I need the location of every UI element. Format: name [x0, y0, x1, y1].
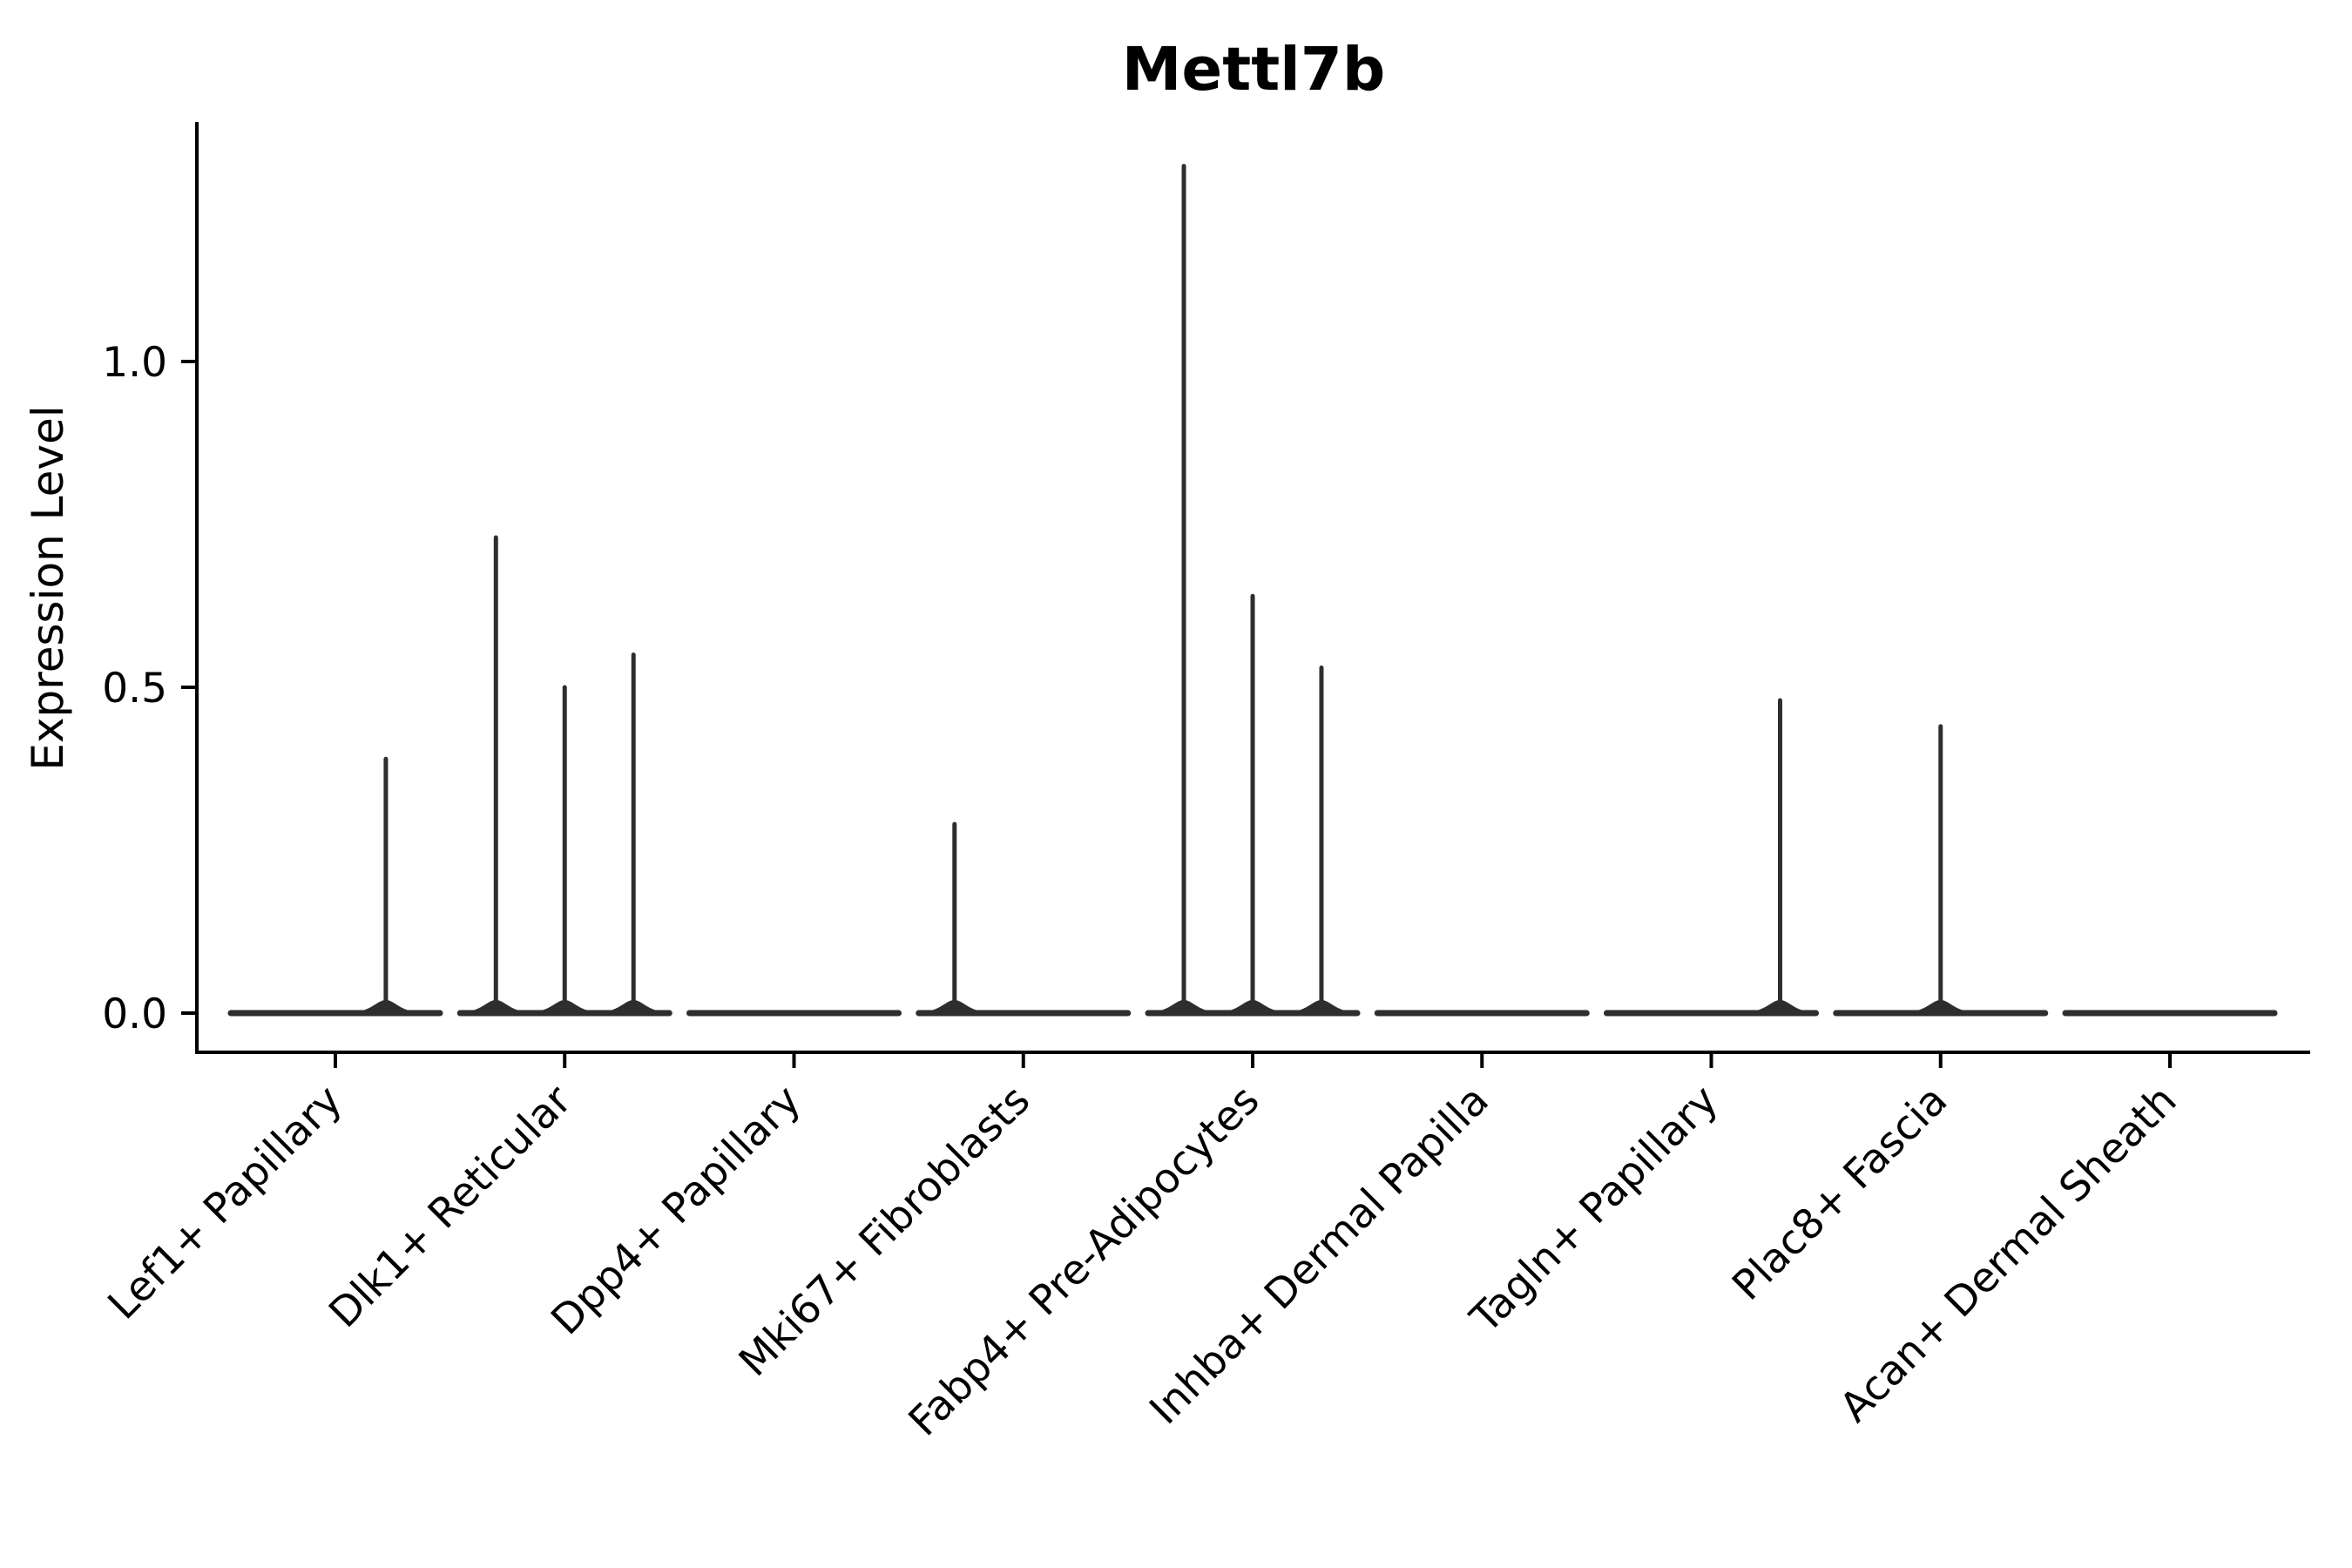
x-tick-label: Tagln+ Papillary — [1461, 1077, 1727, 1343]
x-tick-label: Dpp4+ Papillary — [542, 1077, 810, 1345]
x-tick-label: Dlk1+ Reticular — [320, 1076, 581, 1337]
y-tick-label: 1.0 — [102, 339, 167, 387]
y-tick-label: 0.0 — [102, 990, 167, 1038]
y-axis-label: Expression Level — [23, 405, 73, 770]
x-tick-label: Plac8+ Fascia — [1723, 1077, 1957, 1310]
chart-title: Mettl7b — [1122, 35, 1385, 105]
y-tick-label: 0.5 — [102, 665, 167, 713]
x-tick-label: Lef1+ Papillary — [99, 1077, 352, 1329]
